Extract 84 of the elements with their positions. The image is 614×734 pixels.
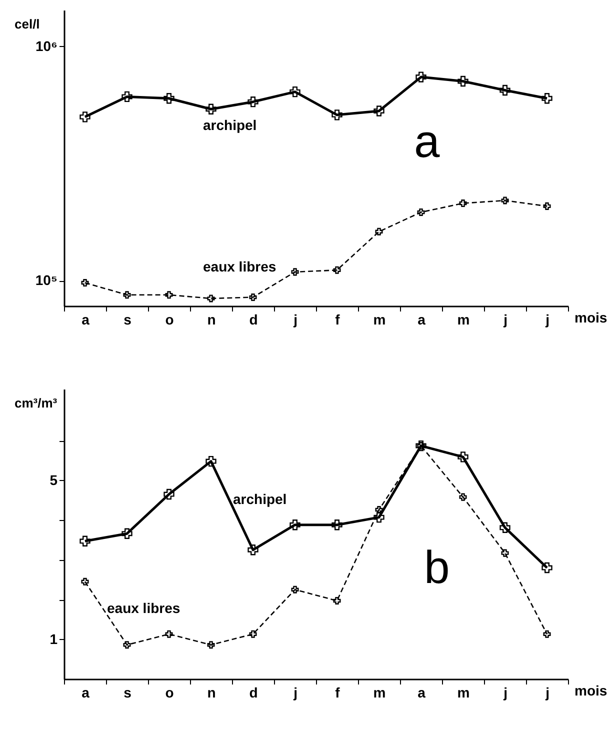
x-tick-label: j (292, 684, 298, 700)
point (80, 536, 90, 546)
point (248, 96, 258, 108)
point (543, 202, 551, 210)
series-label: eaux libres (107, 600, 180, 616)
point (81, 279, 89, 287)
point (500, 84, 510, 96)
y-tick-label: 1 (50, 630, 58, 647)
y-axis-title: cel/l (14, 16, 40, 32)
y-tick-label: 10⁶ (35, 38, 58, 54)
point (122, 528, 132, 539)
y-tick-label: 5 (50, 472, 58, 488)
x-tick-label: o (165, 312, 174, 328)
point (333, 596, 341, 604)
x-tick-label: m (373, 312, 386, 328)
point (165, 291, 173, 299)
point (291, 586, 299, 594)
point (458, 76, 468, 87)
point (122, 91, 132, 102)
point (164, 488, 174, 500)
x-tick-label: m (457, 684, 470, 700)
point (501, 196, 509, 204)
series-label: eaux libres (203, 258, 276, 274)
x-tick-label: a (82, 312, 90, 328)
x-tick-label: m (373, 684, 386, 700)
x-tick-label: j (544, 684, 550, 700)
x-tick-label: j (544, 312, 550, 328)
x-tick-label: o (165, 684, 174, 700)
y-tick-label: 10⁵ (35, 272, 58, 288)
point (374, 512, 384, 523)
point (375, 228, 383, 236)
point (332, 520, 342, 530)
x-tick-label: s (124, 684, 132, 700)
x-tick-label: j (502, 684, 508, 700)
series-label: archipel (203, 116, 257, 133)
point (459, 200, 467, 208)
point (249, 630, 257, 638)
point (123, 641, 131, 649)
point (207, 294, 215, 302)
point (417, 208, 425, 216)
point (500, 522, 510, 533)
x-tick-label: m (457, 312, 470, 328)
x-tick-label: s (124, 312, 132, 328)
point (290, 86, 300, 98)
point (165, 630, 173, 638)
annotation: a (414, 115, 440, 168)
series-label: archipel (233, 490, 287, 507)
point (80, 112, 90, 122)
point (458, 452, 468, 462)
x-tick-label: a (82, 684, 90, 700)
point (332, 110, 342, 120)
x-tick-label: d (249, 684, 258, 700)
point (248, 544, 258, 556)
point (501, 549, 509, 557)
point (333, 266, 341, 274)
x-axis-title: mois (574, 682, 608, 698)
point (123, 291, 131, 299)
point (206, 456, 216, 467)
point (207, 641, 215, 649)
x-tick-label: a (418, 312, 426, 328)
annotation: b (424, 540, 450, 593)
point (206, 104, 216, 114)
point (291, 268, 299, 276)
x-tick-label: f (335, 684, 340, 700)
point (164, 93, 174, 104)
x-tick-label: n (207, 684, 216, 700)
point (542, 562, 552, 574)
point (249, 293, 257, 302)
point (374, 106, 384, 116)
point (542, 93, 552, 104)
point (81, 578, 89, 586)
y-axis-title: cm³/m³ (14, 396, 58, 410)
point (459, 493, 467, 501)
point (375, 506, 383, 514)
x-tick-label: f (335, 312, 340, 328)
x-tick-label: a (418, 684, 426, 700)
point (543, 630, 551, 638)
point (416, 72, 426, 82)
x-tick-label: n (207, 312, 216, 328)
x-tick-label: j (292, 312, 298, 328)
point (290, 520, 300, 530)
x-axis-title: mois (574, 310, 608, 326)
x-tick-label: d (249, 312, 258, 328)
x-tick-label: j (502, 312, 508, 328)
